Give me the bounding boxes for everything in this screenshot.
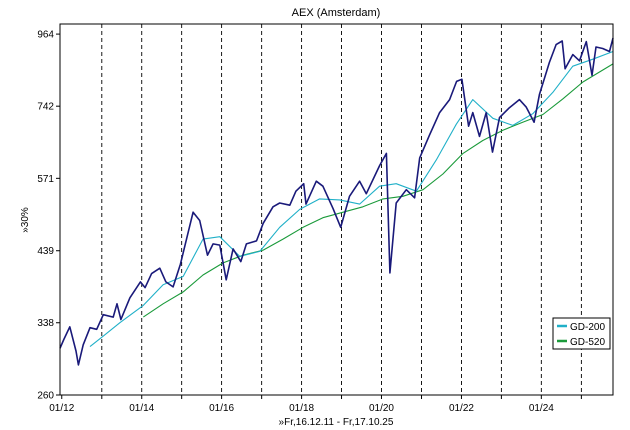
x-tick-label: 01/12	[49, 403, 74, 414]
series-line-price	[59, 37, 614, 366]
x-axis-label: »Fr,16.12.11 - Fr,17.10.25	[279, 417, 394, 428]
grid-layer	[101, 24, 582, 395]
y-axis-label: »30%	[20, 207, 31, 233]
legend: GD-200 GD-520	[552, 317, 611, 350]
x-tick-label: 01/18	[289, 403, 314, 414]
y-tick-label: 439	[37, 246, 54, 257]
y-tick-label: 742	[37, 102, 54, 113]
y-tick-label: 338	[37, 318, 54, 329]
series-layer	[59, 37, 614, 366]
legend-label-gd200: GD-200	[570, 322, 605, 333]
legend-label-gd520: GD-520	[570, 337, 605, 348]
x-tick-label: 01/24	[529, 403, 554, 414]
x-tick-label: 01/14	[129, 403, 154, 414]
chart-title: AEX (Amsterdam)	[292, 7, 381, 19]
y-tick-label: 964	[37, 30, 54, 41]
x-tick-label: 01/20	[369, 403, 394, 414]
x-tick-label: 01/16	[209, 403, 234, 414]
series-line-gd520	[142, 63, 614, 318]
y-tick-label: 571	[37, 174, 54, 185]
plot-frame	[59, 23, 614, 396]
legend-box	[552, 317, 611, 350]
x-tick-label: 01/22	[449, 403, 474, 414]
series-line-gd200	[89, 50, 614, 348]
axis-layer: 01/12 01/14 01/16 01/18 01/20 01/22 01/24 260 33…	[37, 30, 582, 414]
y-tick-label: 260	[37, 391, 54, 402]
